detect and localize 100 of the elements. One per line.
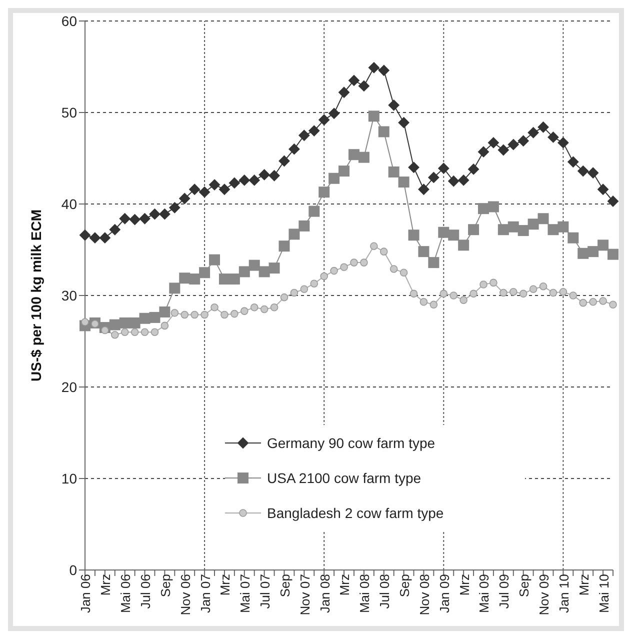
point (529, 285, 538, 293)
point (490, 278, 498, 287)
point (368, 62, 380, 74)
point (268, 170, 280, 182)
point (310, 280, 318, 288)
point (288, 228, 300, 240)
point (478, 146, 489, 158)
point (209, 254, 220, 266)
point (199, 186, 210, 198)
point (228, 177, 240, 188)
point (478, 203, 489, 214)
point (568, 232, 579, 244)
point (179, 272, 190, 284)
point (298, 130, 310, 141)
point (101, 326, 109, 334)
point (228, 274, 240, 285)
point (428, 172, 440, 183)
point (480, 280, 488, 288)
x-tick-label: Mai 07 (238, 574, 253, 614)
point (278, 155, 290, 166)
y-tick-label: 30 (61, 287, 78, 304)
point (328, 108, 340, 119)
point (189, 184, 200, 195)
point (250, 303, 258, 312)
point (120, 328, 129, 336)
x-tick-label: Mai 10 (596, 574, 612, 614)
point (358, 152, 370, 163)
x-tick-label: Mrz (98, 574, 114, 596)
point (378, 126, 390, 138)
point (438, 162, 450, 174)
point (179, 193, 190, 204)
point (350, 258, 358, 266)
point (400, 268, 408, 277)
point (538, 213, 549, 224)
point (408, 162, 420, 173)
point (320, 272, 328, 280)
point (420, 298, 428, 306)
x-tick-label: Jul 07 (258, 574, 273, 609)
point (368, 110, 380, 122)
x-tick-label: Mrz (218, 574, 233, 596)
point (258, 266, 270, 278)
point (549, 288, 558, 297)
point (190, 310, 198, 319)
x-tick-label: Mrz (337, 574, 352, 596)
point (498, 144, 509, 156)
point (149, 312, 160, 323)
point (248, 260, 260, 271)
point (450, 292, 458, 300)
point (300, 285, 308, 293)
point (500, 288, 508, 297)
point (248, 174, 260, 186)
point (169, 282, 180, 294)
point (180, 310, 189, 319)
point (328, 172, 340, 184)
point (589, 298, 597, 306)
point (488, 201, 499, 212)
point (169, 202, 180, 214)
point (130, 328, 139, 336)
point (578, 166, 589, 177)
point (270, 303, 278, 312)
point (159, 208, 170, 220)
y-tick-label: 50 (61, 104, 78, 120)
point (538, 122, 549, 133)
x-tick-label: Jan 06 (78, 574, 94, 614)
x-tick-label: Nov 09 (536, 574, 552, 616)
x-tick-label: Nov 06 (178, 574, 193, 616)
point (528, 218, 539, 230)
point (458, 174, 470, 186)
point (318, 114, 330, 126)
x-tick-label: Jan 10 (556, 574, 572, 614)
point (398, 176, 410, 188)
x-tick-label: Mai 09 (476, 574, 492, 614)
point (149, 208, 160, 220)
point (598, 240, 609, 251)
point (340, 263, 348, 272)
point (298, 220, 310, 232)
point (588, 167, 599, 178)
point (440, 290, 448, 298)
point (508, 139, 519, 150)
point (268, 262, 280, 274)
point (348, 74, 360, 86)
x-tick-label: Mrz (576, 574, 592, 596)
x-tick-label: Sep (158, 574, 173, 598)
point (608, 248, 618, 260)
point (260, 305, 268, 314)
x-tick-label: Jan 07 (198, 574, 213, 614)
point (438, 226, 450, 238)
point (388, 100, 400, 111)
point (468, 224, 480, 236)
x-tick-label: Jul 06 (138, 574, 154, 609)
point (89, 232, 100, 244)
y-tick-label: 60 (61, 12, 78, 29)
point (559, 288, 568, 296)
point (498, 224, 509, 236)
point (209, 179, 220, 190)
x-tick-label: Sep (277, 574, 292, 598)
legend-label: Bangladesh 2 cow farm type (267, 504, 444, 520)
point (579, 298, 588, 307)
point (288, 144, 300, 155)
point (380, 248, 388, 256)
